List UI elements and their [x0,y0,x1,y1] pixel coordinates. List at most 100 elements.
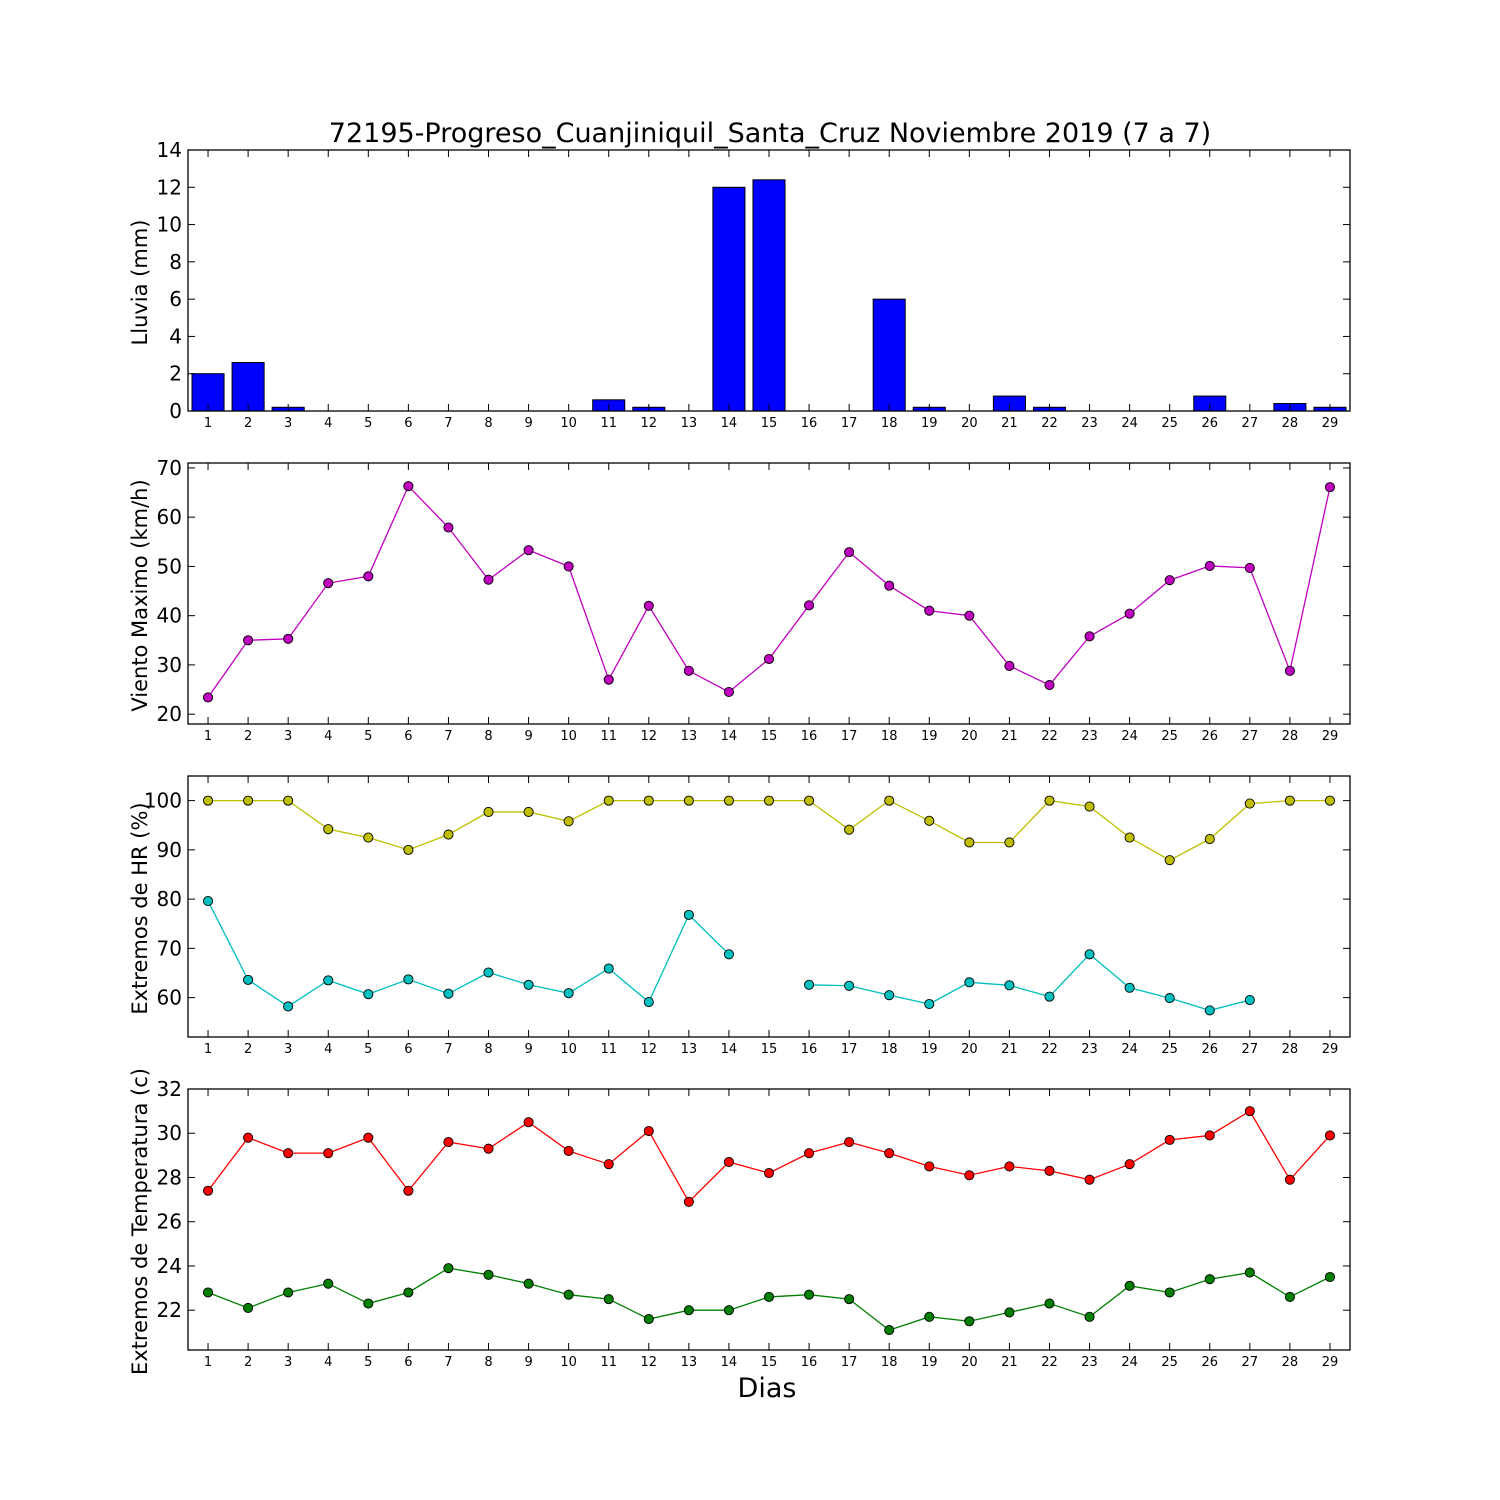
series-2-point-day-12 [643,996,654,1008]
chart-title: 72195-Progreso_Cuanjiniquil_Santa_Cruz N… [329,118,1211,149]
x-tick-label: 12 [641,1355,658,1370]
x-tick-label: 26 [1201,1355,1218,1370]
series-1-point-day-14 [723,795,734,806]
series-1-point-day-18 [884,1148,895,1159]
y-tick-label: 0 [169,399,182,423]
x-tick-label: 21 [1001,416,1018,431]
series-1-point-day-22 [1044,795,1055,806]
x-tick-label: 20 [961,416,978,431]
series-2-point-day-26 [1204,1274,1215,1285]
series-1-line-1 [207,485,1331,698]
x-tick-label: 11 [600,729,617,744]
series-2-point-day-14 [723,949,734,960]
series-2-line-1 [207,900,730,1008]
series-1-point-day-18 [884,795,895,806]
x-tick-label: 27 [1242,1355,1259,1370]
y-axis-label: Extremos de HR (%) [128,802,152,1014]
series-1-point-day-21 [1004,1161,1015,1172]
series-1-point-day-2 [243,635,254,646]
x-tick-label: 11 [600,416,617,431]
y-tick-label: 8 [169,250,182,274]
x-tick-label: 20 [961,729,978,744]
series-1-point-day-4 [323,824,334,835]
series-1-point-day-15 [763,795,775,806]
series-2-point-day-16 [804,979,815,990]
x-tick-label: 2 [244,1355,252,1370]
series-1-point-day-25 [1164,855,1175,866]
x-tick-label: 8 [484,1355,492,1370]
series-2-point-day-14 [723,1305,734,1316]
series-1-point-day-2 [243,795,254,806]
y-tick-label: 90 [157,838,182,862]
x-tick-label: 3 [284,1355,292,1370]
series-2-point-day-20 [964,977,975,988]
x-tick-label: 5 [364,416,372,431]
x-tick-label: 18 [881,1355,898,1370]
series-2-point-day-18 [884,990,895,1001]
series-2-point-day-2 [243,974,254,985]
series-1-point-day-3 [283,1148,294,1159]
series-1-point-day-9 [523,545,534,556]
series-1-point-day-29 [1324,1130,1336,1141]
series-1-point-day-5 [363,1132,374,1143]
x-tick-label: 20 [961,1042,978,1057]
series-1-point-day-10 [563,1145,574,1156]
series-2-point-day-21 [1004,980,1015,991]
series-1-point-day-23 [1084,631,1095,642]
series-2-point-day-23 [1084,949,1095,960]
x-tick-label: 2 [244,729,252,744]
x-tick-label: 17 [841,1355,858,1370]
series-1-point-day-5 [363,832,374,843]
x-tick-label: 29 [1322,416,1339,431]
x-tick-label: 19 [921,1355,938,1370]
x-tick-label: 22 [1041,416,1058,431]
x-tick-label: 23 [1081,416,1098,431]
series-1-point-day-19 [924,605,935,616]
x-tick-label: 1 [204,1355,212,1370]
x-tick-label: 16 [801,729,818,744]
y-tick-label: 30 [157,1121,182,1145]
series-1-point-day-16 [804,795,815,806]
series-1-point-day-17 [844,547,855,558]
x-tick-label: 6 [404,416,412,431]
x-tick-label: 1 [204,729,212,744]
series-1-point-day-27 [1244,798,1255,809]
series-2-point-day-5 [363,989,374,1000]
x-tick-label: 25 [1161,416,1178,431]
series-1-line-1 [208,799,1330,861]
series-1-point-day-7 [443,522,454,533]
series-1-point-day-24 [1124,608,1135,619]
series-1-point-day-22 [1044,1165,1055,1176]
x-tick-label: 26 [1201,729,1218,744]
y-tick-label: 28 [157,1165,182,1189]
y-tick-label: 30 [157,653,182,677]
series-1-point-day-22 [1044,680,1055,691]
x-tick-label: 24 [1121,729,1138,744]
series-1-point-day-8 [483,1143,494,1154]
x-tick-label: 4 [324,729,332,744]
series-1-point-day-12 [643,1125,654,1137]
series-1-point-day-16 [804,600,815,611]
series-2-point-day-12 [643,1313,654,1325]
x-tick-label: 1 [204,416,212,431]
series-1-point-day-17 [844,1137,855,1148]
series-2-point-day-10 [563,1289,574,1300]
series-2-point-day-7 [443,988,454,999]
series-1-point-day-16 [804,1148,815,1159]
x-tick-label: 16 [801,1042,818,1057]
bar-day-15 [752,179,786,412]
x-tick-label: 8 [484,1042,492,1057]
series-1-point-day-15 [763,653,775,665]
x-tick-label: 20 [961,1355,978,1370]
bar-day-18 [872,298,906,412]
x-tick-label: 5 [364,1355,372,1370]
x-tick-label: 21 [1001,729,1018,744]
series-1-point-day-5 [363,571,374,582]
x-tick-label: 29 [1322,1042,1339,1057]
series-2-point-day-4 [323,975,334,986]
x-tick-label: 23 [1081,1042,1098,1057]
x-tick-label: 23 [1081,1355,1098,1370]
x-tick-label: 8 [484,729,492,744]
axes-frame [187,1088,1351,1351]
